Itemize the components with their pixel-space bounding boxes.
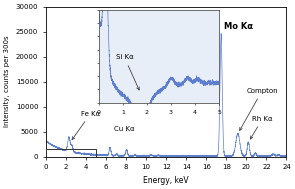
Y-axis label: Intensity, counts per 300s: Intensity, counts per 300s (4, 36, 10, 127)
Text: Compton: Compton (240, 88, 278, 130)
X-axis label: Energy, keV: Energy, keV (143, 176, 189, 185)
Text: Rh Kα: Rh Kα (250, 116, 273, 139)
Bar (46, 149, 96, 157)
Text: Mo Kα: Mo Kα (224, 22, 253, 31)
Text: Cu Kα: Cu Kα (114, 126, 135, 132)
Text: Fe Kα: Fe Kα (72, 111, 100, 140)
